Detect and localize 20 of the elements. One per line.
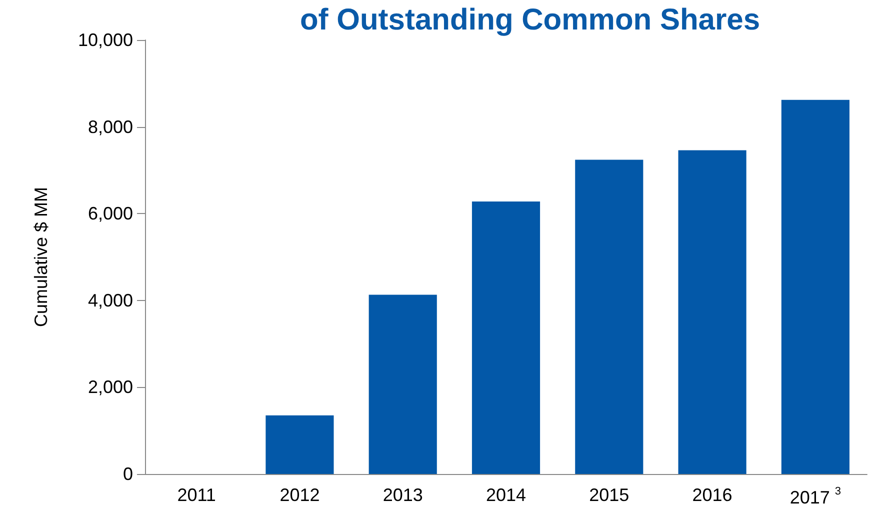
x-tick-label: 2011: [177, 485, 216, 505]
y-tick-label: 4,000: [88, 290, 133, 310]
y-axis-title: Cumulative $ MM: [31, 186, 51, 328]
bar: [368, 294, 437, 474]
bar: [472, 201, 540, 474]
x-tick-label: 2015: [589, 485, 630, 505]
y-tick-label: 0: [122, 464, 133, 484]
x-tick-label: 2013: [382, 485, 423, 505]
bar: [678, 150, 746, 474]
y-tick-label: 8,000: [88, 116, 133, 137]
bar: [575, 160, 644, 474]
bar: [781, 100, 850, 474]
x-tick-label: 2012: [280, 485, 320, 505]
y-tick-label: 2,000: [88, 377, 133, 398]
x-tick-label: 2016: [692, 485, 732, 505]
y-tick-label: 10,000: [78, 30, 133, 50]
x-tick-label: 2014: [486, 485, 526, 505]
chart-title: of Outstanding Common Shares: [300, 4, 760, 36]
y-tick-label: 6,000: [88, 204, 133, 224]
bar: [266, 415, 334, 474]
